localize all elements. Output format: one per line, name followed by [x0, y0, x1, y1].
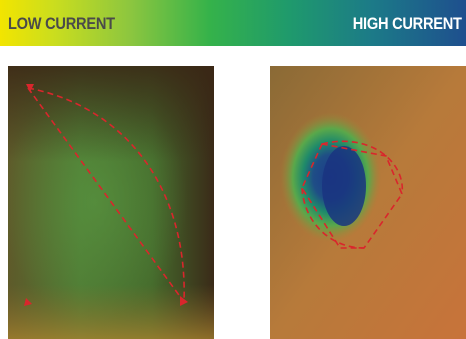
- current-legend-bar: LOW CURRENT HIGH CURRENT: [0, 0, 466, 46]
- thermal-image-low-current-icon: [8, 66, 214, 339]
- annotation-outline-left: [27, 87, 185, 303]
- thermal-image-high-current-icon: [270, 66, 466, 339]
- thermal-image-left: [8, 66, 214, 339]
- legend-high-label: HIGH CURRENT: [353, 14, 462, 33]
- annotation-outline-right: [301, 140, 403, 249]
- legend-low-label: LOW CURRENT: [8, 14, 115, 33]
- thermal-image-right: [270, 66, 466, 339]
